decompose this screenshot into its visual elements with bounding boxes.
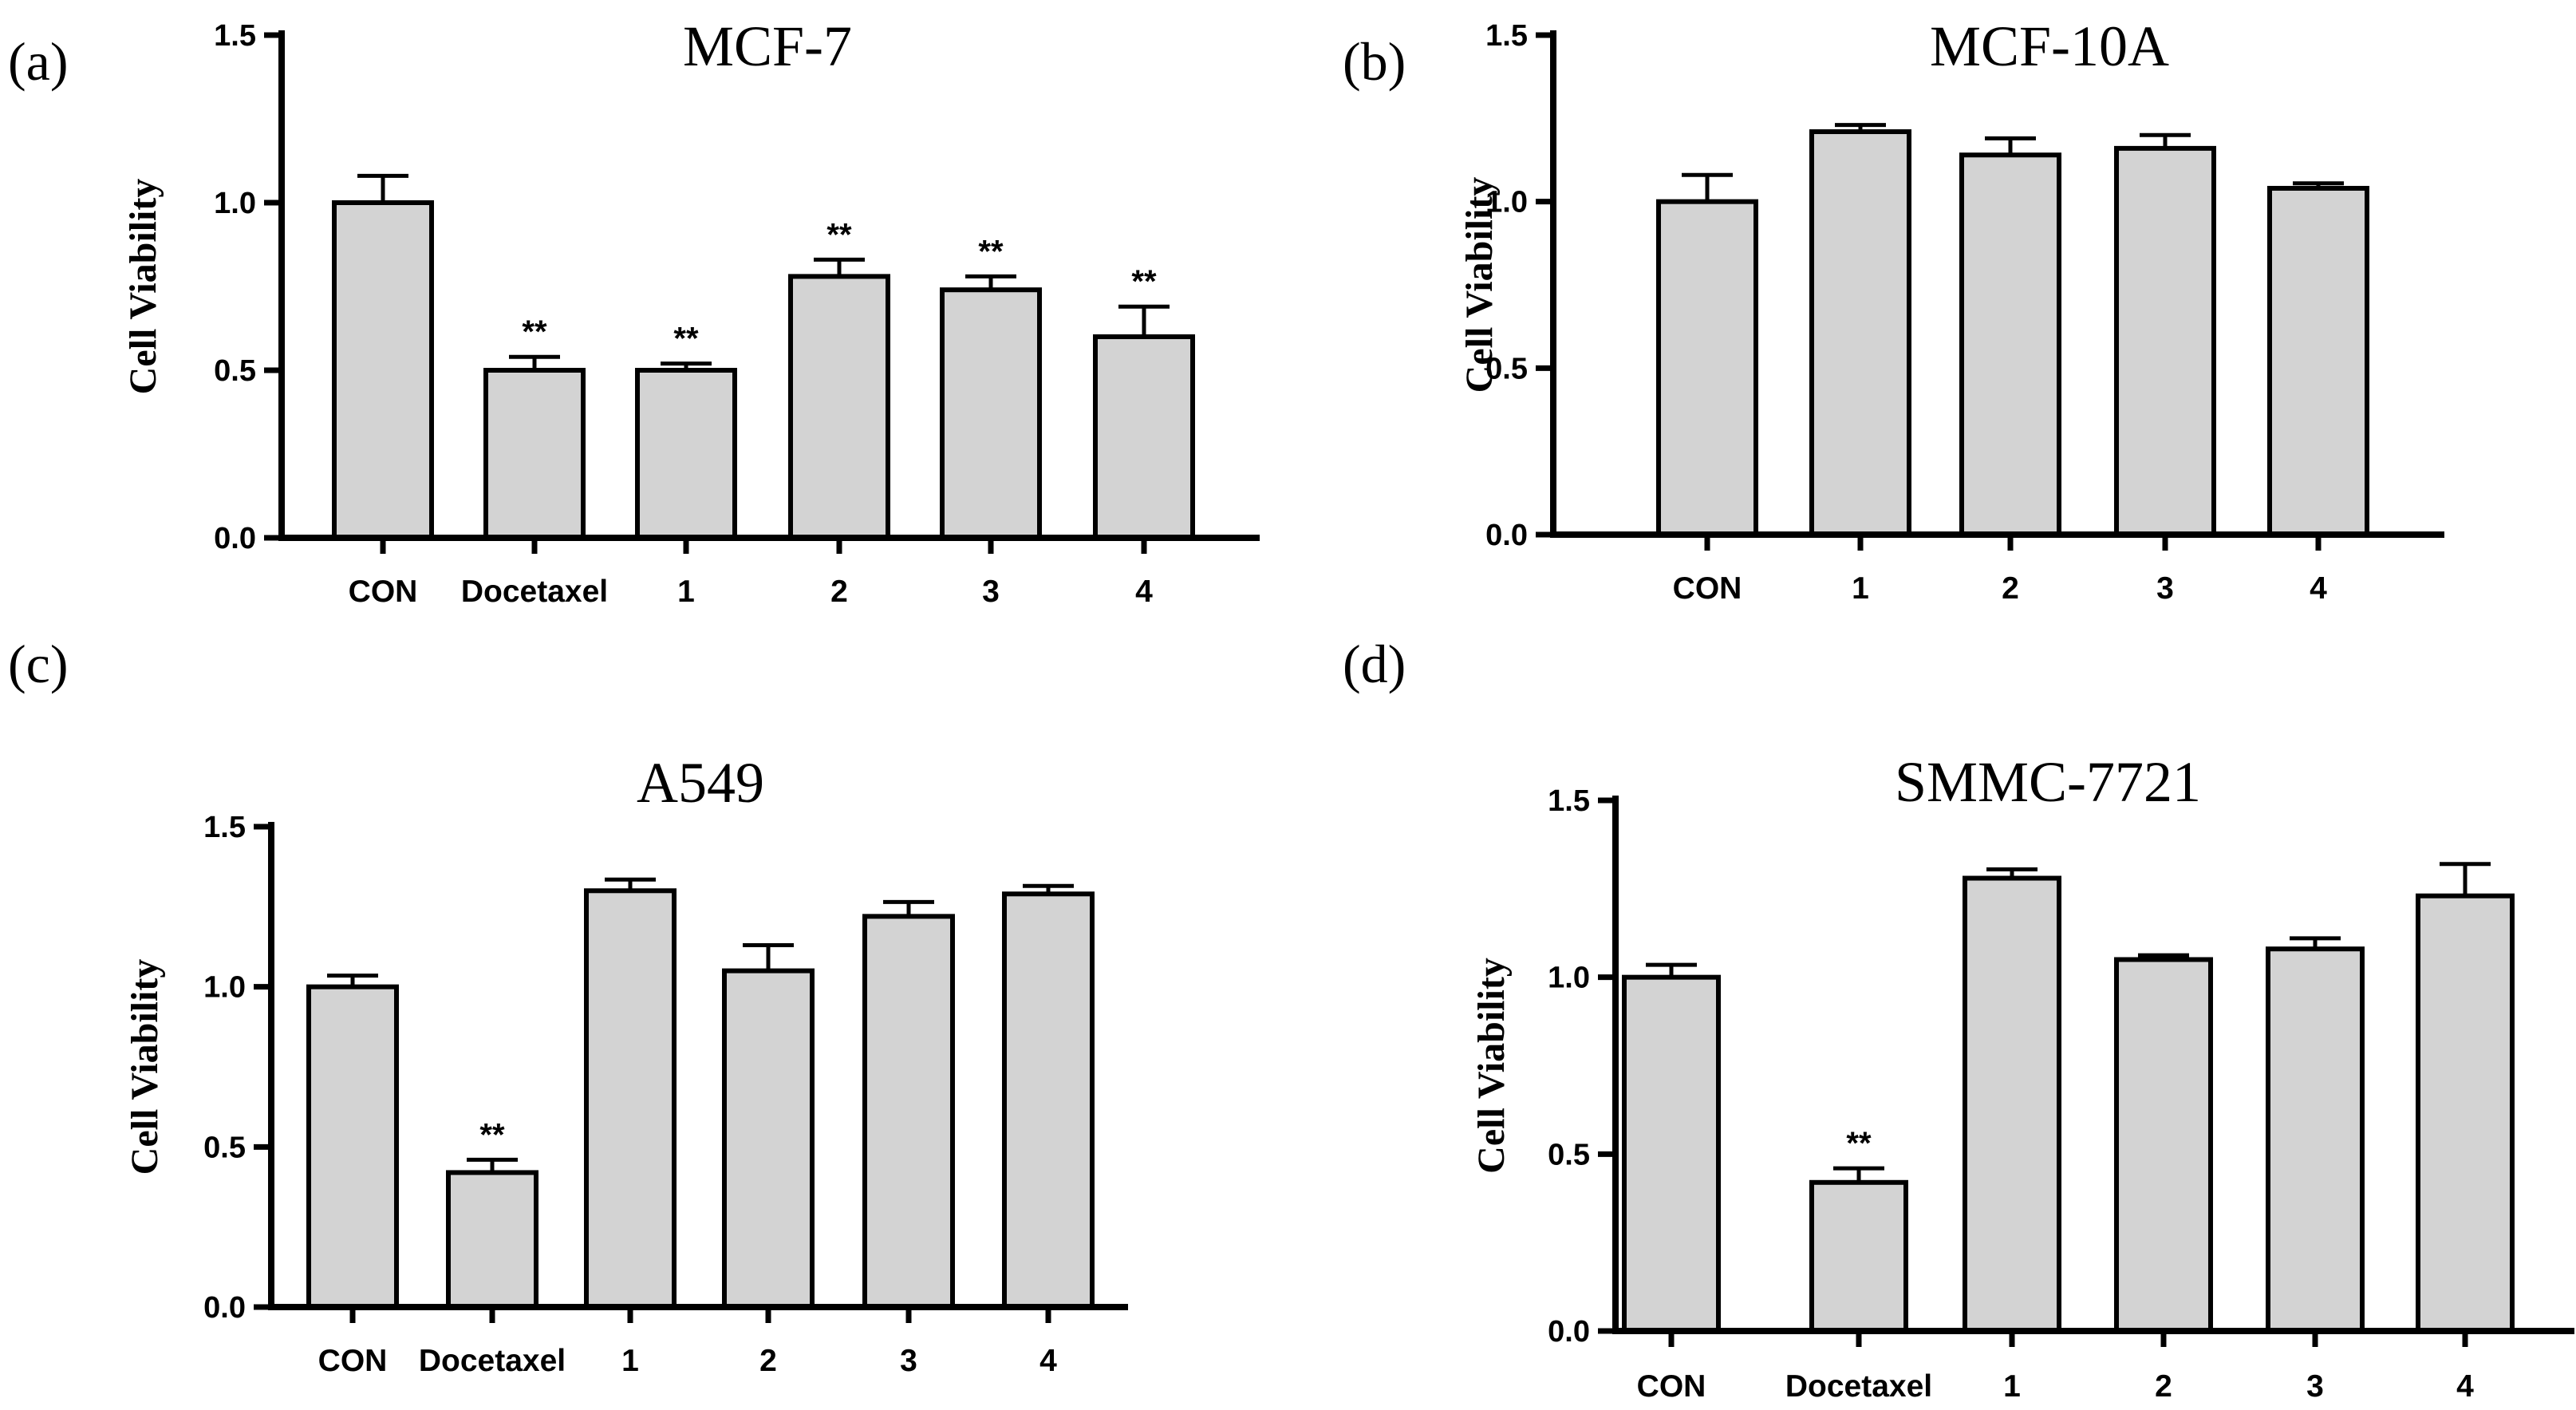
bar bbox=[584, 888, 677, 1310]
chart-title: MCF-7 bbox=[683, 14, 852, 78]
x-tick-label: Docetaxel bbox=[1785, 1369, 1932, 1404]
x-tick-label: 3 bbox=[2156, 571, 2174, 606]
significance-label: ** bbox=[479, 1117, 505, 1152]
bar bbox=[2416, 893, 2515, 1333]
y-axis-label: Cell Viability bbox=[124, 959, 166, 1175]
y-tick-label: 1.5 bbox=[1548, 784, 1590, 818]
bar bbox=[940, 287, 1042, 540]
bar bbox=[2266, 946, 2365, 1333]
x-tick-label: 2 bbox=[830, 575, 848, 609]
x-tick-label: CON bbox=[1673, 571, 1742, 606]
x-tick-label: Docetaxel bbox=[419, 1344, 566, 1378]
y-tick-label: 1.0 bbox=[214, 187, 256, 220]
x-tick-label: 1 bbox=[621, 1344, 639, 1378]
y-tick-label: 0.5 bbox=[214, 354, 256, 388]
significance-label: ** bbox=[1131, 264, 1157, 299]
y-tick-label: 0.5 bbox=[1548, 1138, 1590, 1171]
x-tick-label: 3 bbox=[2306, 1369, 2324, 1404]
chart-title: SMMC-7721 bbox=[1895, 750, 2201, 814]
panel-label: (b) bbox=[1343, 31, 1406, 92]
bar bbox=[2114, 957, 2213, 1333]
y-tick-label: 1.5 bbox=[1485, 19, 1528, 53]
bar bbox=[446, 1170, 538, 1309]
bar bbox=[1622, 974, 1721, 1333]
chart-panel: (c) A549 Cell Viability 0.0 0.5 1.0 1.5 CON ** Do… bbox=[8, 634, 1128, 1378]
x-tick-label: CON bbox=[1637, 1369, 1706, 1404]
chart-title: A549 bbox=[637, 751, 764, 815]
significance-label: ** bbox=[522, 314, 547, 350]
chart-panel: (d) SMMC-7721 Cell Viability 0.0 0.5 1.0 1.5 CO… bbox=[1343, 634, 2574, 1404]
chart-title: MCF-10A bbox=[1930, 14, 2169, 78]
bar bbox=[635, 368, 737, 540]
bar bbox=[1656, 199, 1758, 538]
significance-label: ** bbox=[1846, 1126, 1872, 1161]
y-tick-label: 1.0 bbox=[1485, 186, 1528, 219]
bar bbox=[788, 274, 890, 540]
panel-label: (c) bbox=[8, 634, 68, 694]
bar bbox=[1002, 891, 1095, 1309]
y-tick-label: 0.0 bbox=[214, 522, 256, 555]
y-tick-label: 0.5 bbox=[1485, 352, 1528, 385]
x-tick-label: 3 bbox=[982, 575, 1000, 609]
bar bbox=[1963, 875, 2061, 1333]
y-tick-label: 1.0 bbox=[203, 971, 246, 1005]
y-axis-label: Cell Viability bbox=[1458, 177, 1501, 393]
x-tick-label: 4 bbox=[2310, 571, 2327, 606]
chart-panel: (a) MCF-7 Cell Viability 0.0 0.5 1.0 1.5 CON ** D… bbox=[8, 14, 1260, 609]
y-tick-label: 0.0 bbox=[203, 1291, 246, 1325]
bar bbox=[1093, 334, 1195, 540]
y-tick-label: 1.0 bbox=[1548, 962, 1590, 995]
significance-label: ** bbox=[978, 234, 1004, 269]
bar bbox=[722, 968, 815, 1309]
significance-label: ** bbox=[673, 322, 699, 357]
y-tick-label: 0.0 bbox=[1548, 1315, 1590, 1349]
bar bbox=[1809, 129, 1911, 537]
x-tick-label: 1 bbox=[2003, 1369, 2021, 1404]
bar bbox=[306, 984, 399, 1309]
y-tick-label: 0.5 bbox=[203, 1131, 246, 1164]
x-tick-label: 2 bbox=[759, 1344, 777, 1378]
bar bbox=[2267, 185, 2369, 537]
x-tick-label: 4 bbox=[1039, 1344, 1057, 1378]
bar bbox=[483, 368, 586, 540]
x-tick-label: 2 bbox=[2002, 571, 2019, 606]
chart-panel: (b) MCF-10A Cell Viability 0.0 0.5 1.0 1.5 CON 1… bbox=[1343, 14, 2444, 606]
y-axis-label: Cell Viability bbox=[122, 179, 164, 395]
bar bbox=[1959, 152, 2061, 538]
x-tick-label: 2 bbox=[2155, 1369, 2172, 1404]
x-tick-label: 1 bbox=[1852, 571, 1869, 606]
y-tick-label: 1.5 bbox=[214, 19, 256, 53]
x-tick-label: Docetaxel bbox=[461, 575, 608, 609]
y-tick-label: 1.5 bbox=[203, 811, 246, 844]
y-tick-label: 0.0 bbox=[1485, 519, 1528, 552]
x-tick-label: 3 bbox=[900, 1344, 917, 1378]
panel-label: (a) bbox=[8, 31, 68, 92]
panel-label: (d) bbox=[1343, 634, 1406, 694]
significance-label: ** bbox=[826, 217, 852, 252]
bar bbox=[1809, 1179, 1908, 1334]
bar bbox=[332, 200, 434, 540]
x-tick-label: 1 bbox=[677, 575, 695, 609]
y-axis-label: Cell Viability bbox=[1470, 958, 1513, 1174]
bar bbox=[2114, 145, 2216, 537]
x-tick-label: CON bbox=[318, 1344, 388, 1378]
bar bbox=[862, 914, 955, 1309]
x-tick-label: CON bbox=[349, 575, 418, 609]
x-tick-label: 4 bbox=[2456, 1369, 2474, 1404]
x-tick-label: 4 bbox=[1135, 575, 1153, 609]
